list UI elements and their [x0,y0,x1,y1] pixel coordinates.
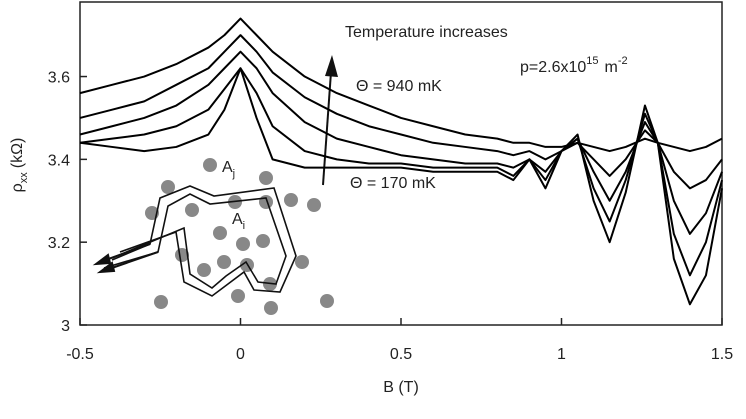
x-axis-label: B (T) [383,379,419,396]
inset-path [103,185,297,297]
x-tick-label: 0.5 [390,346,412,363]
series-label: Θ = 170 mK [350,175,436,192]
inset-label-base: A [222,159,233,176]
inset [145,158,334,315]
inset-label: Aj [222,159,235,180]
density-unit: m [605,59,618,76]
series-label: Θ = 940 mK [356,78,442,95]
series-line [79,67,723,277]
series-line [79,67,723,306]
density-label: p=2.6x1015 m-2 [520,55,628,76]
y-label-unit: (kΩ) [9,138,26,169]
y-tick-label: 3.4 [48,152,70,169]
x-tick-label: 1.5 [711,346,733,363]
density-unit-exp: -2 [618,55,628,67]
y-label-symbol: ρ [9,183,26,192]
y-tick-label: 3.6 [48,70,70,87]
inset-label: Ai [232,211,245,232]
inset-label-base: A [232,211,243,228]
temperature-arrow-head [325,55,338,77]
series-line [79,17,723,153]
y-tick-label: 3 [61,318,70,335]
series-line [79,50,723,235]
x-tick-label: -0.5 [66,346,94,363]
inset-arrows [92,243,159,274]
x-tick-label: 0 [236,346,245,363]
series-line [79,34,723,190]
density-base: p=2.6x10 [520,59,586,76]
y-axis-label: ρxx (kΩ) [9,138,30,193]
arrow-label: Temperature increases [345,24,508,41]
density-exp: 15 [586,55,598,67]
y-label-sub: xx [18,172,30,184]
temperature-arrow [322,71,332,186]
x-tick-label: 1 [557,346,566,363]
inset-label-sub: j [232,168,235,180]
inset-label-sub: i [243,220,245,232]
y-tick-label: 3.2 [48,235,70,252]
